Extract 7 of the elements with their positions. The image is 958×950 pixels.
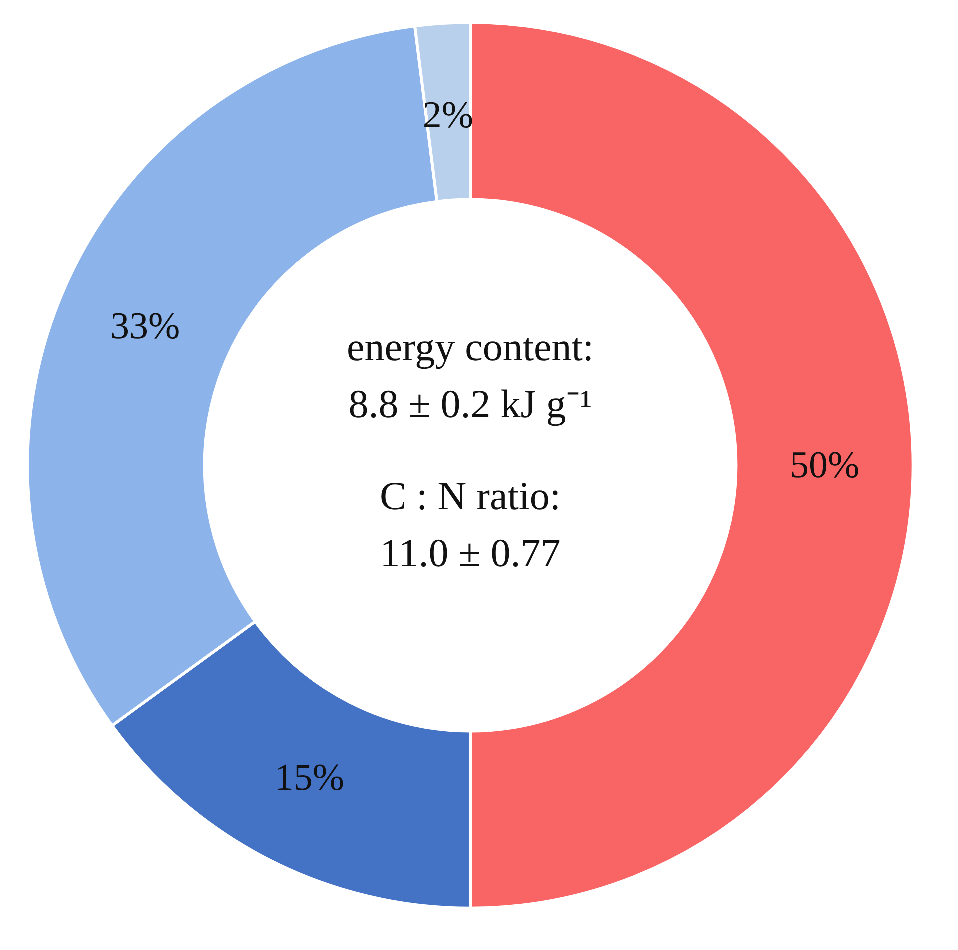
text: C : N ratio: bbox=[380, 474, 562, 519]
data-label: 50% bbox=[790, 444, 860, 486]
data-label: 33% bbox=[110, 305, 180, 348]
text: energy content: bbox=[347, 324, 594, 370]
text: 8.8 ± 0.2 kJ g⁻¹ bbox=[348, 382, 592, 427]
data-label: 15% bbox=[274, 756, 344, 799]
text: 11.0 ± 0.77 bbox=[380, 530, 561, 576]
